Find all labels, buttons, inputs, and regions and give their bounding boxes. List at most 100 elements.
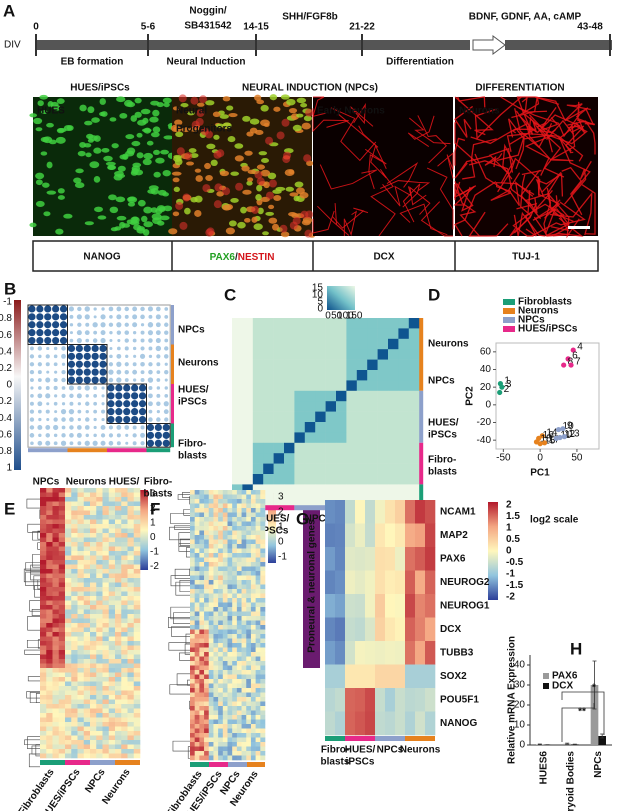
heat-cell (241, 544, 247, 549)
corr-cell (124, 314, 129, 319)
significance-bracket (561, 691, 605, 735)
heat-cell (415, 711, 426, 736)
group-strip (419, 390, 424, 443)
nucleus (124, 99, 133, 107)
heat-cell (133, 578, 141, 583)
heat-cell (208, 670, 214, 675)
heat-cell (194, 724, 200, 729)
cell (279, 224, 288, 233)
heat-cell (40, 596, 47, 601)
corr-cell (93, 307, 97, 311)
heat-cell (208, 530, 214, 536)
heat-cell (222, 530, 228, 536)
heat-cell (194, 719, 200, 725)
scale-label: -2 (150, 561, 159, 572)
heat-cell (40, 506, 47, 511)
heat-cell (385, 594, 396, 618)
nucleus (173, 126, 182, 133)
heat-cell (222, 539, 228, 545)
dist-cell (273, 380, 285, 392)
neurite (518, 114, 572, 152)
heat-cell (355, 500, 366, 524)
heat-cell (52, 663, 60, 669)
heat-cell (46, 596, 53, 601)
heat-cell (246, 584, 252, 590)
nucleus (74, 182, 85, 189)
heat-cell (246, 638, 252, 644)
cell (182, 193, 191, 202)
nucleus (268, 217, 278, 224)
heat-cell (115, 551, 122, 556)
heat-cell (133, 596, 141, 601)
heat-cell (121, 672, 128, 678)
heat-cell (90, 659, 97, 664)
heat-cell (208, 638, 214, 644)
bar (590, 685, 599, 745)
heat-cell (115, 749, 122, 754)
corr-cell (164, 314, 169, 319)
heat-cell (232, 544, 238, 549)
dist-cell (367, 411, 378, 423)
heat-cell (102, 632, 110, 637)
heat-cell (108, 564, 116, 570)
heat-cell (52, 506, 60, 511)
heat-cell (90, 677, 97, 682)
heat-cell (260, 634, 266, 639)
heat-cell (236, 652, 242, 657)
heat-cell (46, 681, 53, 687)
heat-cell (52, 551, 60, 556)
heat-cell (213, 526, 219, 531)
heat-cell (46, 551, 53, 556)
corr-cell (45, 377, 51, 383)
heat-cell (208, 625, 214, 630)
heat-cell (260, 607, 266, 612)
corr-cell (29, 378, 34, 383)
nucleus (136, 152, 144, 159)
heat-cell (194, 638, 200, 644)
dist-cell (294, 401, 306, 412)
corr-cell (61, 433, 66, 438)
heat-cell (127, 726, 135, 732)
heat-cell (52, 681, 60, 687)
scale-label: 0 (150, 532, 156, 543)
heat-cell (241, 692, 247, 698)
dist-cell (336, 463, 347, 475)
heat-cell (232, 706, 238, 711)
heat-cell (90, 641, 97, 646)
corr-cell (85, 417, 90, 422)
heat-cell (52, 686, 60, 691)
heat-cell (222, 521, 228, 527)
group-label: Fibro- (178, 439, 206, 450)
dist-cell (367, 349, 378, 360)
heat-cell (108, 578, 116, 583)
heat-cell (236, 697, 242, 702)
heat-cell (345, 523, 356, 548)
nucleus (254, 94, 262, 101)
heat-cell (52, 654, 60, 660)
heat-cell (133, 623, 141, 628)
corr-cell (115, 384, 123, 392)
nucleus (146, 140, 154, 146)
heat-cell (222, 647, 228, 653)
dist-cell (263, 370, 274, 381)
heat-cell (335, 617, 346, 642)
heat-cell (232, 742, 238, 747)
dist-cell (304, 349, 316, 360)
corr-cell (76, 337, 82, 344)
heat-cell (246, 755, 252, 761)
heat-cell (90, 704, 97, 709)
heat-cell (77, 515, 85, 520)
dist-cell (273, 390, 285, 402)
heat-cell (127, 699, 135, 705)
heat-cell (58, 659, 66, 664)
dist-cell (263, 401, 274, 412)
heat-cell (236, 629, 242, 635)
heat-cell (199, 593, 205, 599)
corr-cell (124, 322, 129, 327)
corr-cell (164, 394, 169, 398)
heat-cell (90, 542, 97, 547)
corr-cell (38, 433, 42, 438)
dist-cell (388, 411, 399, 423)
corr-cell (45, 433, 50, 438)
